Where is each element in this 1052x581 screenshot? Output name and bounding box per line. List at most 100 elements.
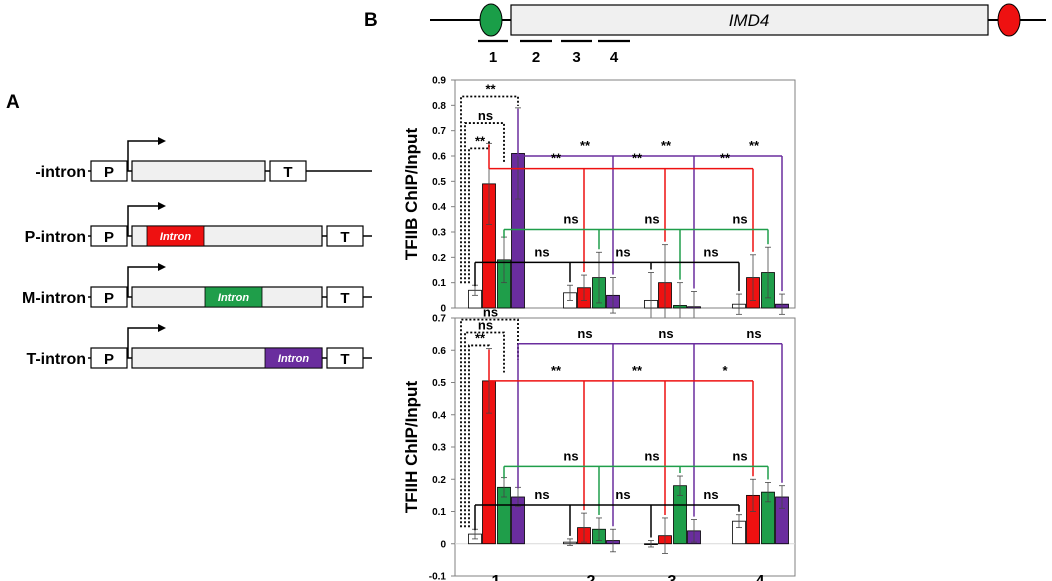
significance-bracket: * [665,363,754,477]
y-tick-label: 0.8 [432,101,446,112]
intron-label: Intron [278,353,309,365]
promoter-box [90,160,128,182]
panel-b-label: B [364,10,378,31]
promoter-box [90,347,128,369]
significance-bracket: ** [468,133,490,284]
significance-bracket: ns ns ns [503,211,769,280]
promoter-label: P [104,290,114,307]
tss-arrowhead-icon [158,324,166,332]
y-tick-label: 0.1 [432,278,446,289]
construct-tintron: T-intron P T Intron [26,324,372,369]
significance-label: ns [483,305,498,320]
significance-label: ns [615,244,630,259]
significance-bracket: ns [464,108,505,284]
panel-b-gene-diagram: B IMD4 1 2 3 4 [364,3,1046,66]
y-tick-label: 0.5 [432,177,446,188]
dotted-bracket-line [460,95,519,284]
significance-label: ns [478,318,493,333]
tss-arrow-icon [127,266,158,297]
y-tick-label: 0.2 [432,253,446,264]
terminator-box [326,225,364,247]
significance-label: ns [658,326,673,341]
significance-bracket: ** [460,81,519,284]
intron-box [204,286,263,308]
tfiib-chart: 0 0.1 0.2 0.3 0.4 0.5 0.6 0.7 0.8 0.9 TFIIB ChIP/I… [402,76,796,329]
significance-label: * [722,363,728,378]
construct-mintron: M-intron P T Intron [22,263,372,308]
significance-label: ns [534,244,549,259]
construct-label: M-intron [22,290,86,307]
panel-a-constructs: A -intron P T P-intron P T Intron M-intron P T Int… [6,92,372,369]
y-axis-label: TFIIH ChIP/Input [402,381,421,514]
x-tick-label-3: 3 [668,573,677,581]
significance-label: ns [615,487,630,502]
significance-label: ns [732,211,747,226]
dotted-bracket-line [468,141,490,284]
terminator-box [326,347,364,369]
promoter-box [90,286,128,308]
intron-label: Intron [160,231,191,243]
significance-label: ns [644,211,659,226]
dotted-bracket-line [464,122,505,284]
y-tick-label: 0 [440,304,446,315]
promoter-marker [479,3,503,37]
significance-bracket: ** ** [488,349,666,515]
significance-bracket: ns ns ns [474,487,740,538]
tss-arrowhead-icon [158,263,166,271]
region-label-4: 4 [610,49,619,66]
dotted-bracket-line [460,318,519,528]
x-tick-label-4: 4 [756,573,765,581]
tfiih-chart: -0.1 0 0.1 0.2 0.3 0.4 0.5 0.6 0.7 TFIIH ChIP/Inp… [402,305,796,581]
promoter-label: P [104,229,114,246]
y-tick-label: 0.7 [432,314,446,325]
y-tick-label: 0.2 [432,475,446,486]
promoter-label: P [104,351,114,368]
x-tick-label-1: 1 [492,573,501,581]
terminator-label: T [340,351,349,368]
y-axis-label: TFIIB ChIP/Input [402,128,421,261]
intron-label: Intron [218,292,249,304]
construct-label: P-intron [25,229,86,246]
significance-label: ns [644,448,659,463]
significance-bracket: ns ns ns [503,448,769,515]
y-tick-label: 0.3 [432,443,446,454]
significance-bracket: ns ns ns [517,326,783,527]
intron-box [146,225,205,247]
terminator-label: T [283,164,292,181]
promoter-box [90,225,128,247]
significance-label: ns [478,108,493,123]
significance-label: ** [475,133,486,148]
construct-intron: -intron P T [35,137,372,182]
terminator-box [269,160,307,182]
construct-label: -intron [35,164,86,181]
y-tick-label: 0.6 [432,152,446,163]
tss-arrow-icon [127,327,158,358]
intron-box [264,347,323,369]
significance-label: ** [580,138,591,153]
terminator-box [326,286,364,308]
construct-label: T-intron [26,351,86,368]
tss-arrow-icon [127,205,158,236]
region-label-1: 1 [489,49,497,66]
significance-label: ** [551,151,562,166]
y-tick-label: 0.9 [432,76,446,87]
significance-label: ns [732,448,747,463]
tss-arrowhead-icon [158,202,166,210]
significance-label: ** [632,363,643,378]
significance-label: ns [746,326,761,341]
y-tick-label: 0.1 [432,507,446,518]
significance-label: ns [534,487,549,502]
y-tick-label: 0.3 [432,228,446,239]
significance-label: ** [485,81,496,96]
y-tick-label: 0 [440,539,446,550]
dotted-bracket-line [464,331,505,528]
significance-label: ns [703,244,718,259]
significance-bracket: ** ** ** [488,144,754,273]
tss-arrowhead-icon [158,137,166,145]
y-tick-label: -0.1 [429,572,447,581]
significance-bracket: ** ** ** [517,108,783,292]
region-label-3: 3 [572,49,580,66]
panel-a-label: A [6,92,20,113]
significance-label: ns [703,487,718,502]
